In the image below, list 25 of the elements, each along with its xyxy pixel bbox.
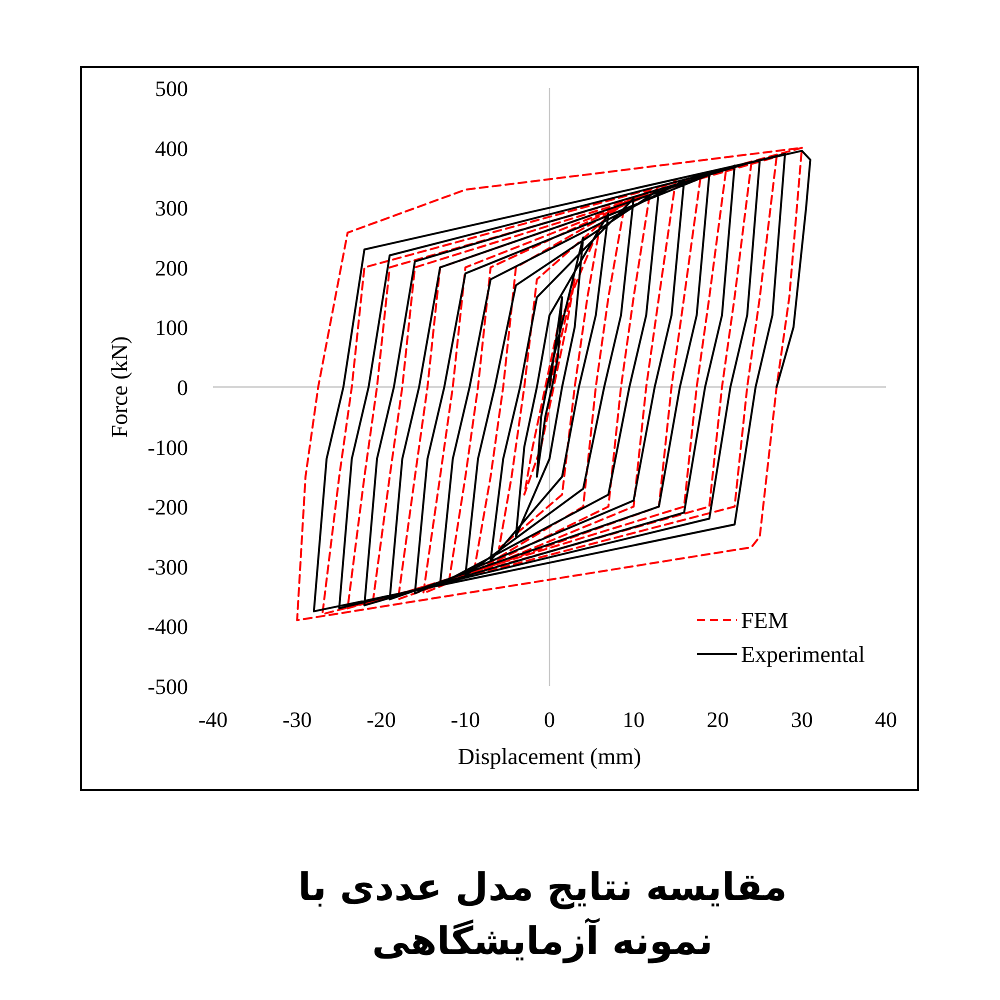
legend-label: Experimental	[741, 642, 865, 667]
y-tick-label: 400	[155, 136, 188, 161]
y-tick-label: -200	[148, 494, 188, 520]
y-tick-label: -500	[148, 674, 188, 699]
y-tick-label: 300	[155, 196, 188, 221]
y-tick-label: -300	[148, 554, 188, 580]
y-tick-label: 500	[155, 76, 188, 101]
x-tick-label: 20	[706, 707, 729, 732]
x-tick-label: -10	[450, 707, 480, 732]
x-tick-label: 30	[790, 707, 813, 732]
x-axis-title: Displacement (mm)	[458, 744, 642, 769]
y-axis-title: Force (kN)	[107, 336, 132, 438]
y-tick-label: -100	[148, 434, 188, 460]
y-tick-label: 100	[155, 315, 188, 340]
legend-label: FEM	[741, 608, 788, 633]
x-tick-label: 0	[544, 707, 555, 732]
y-tick-label: 200	[155, 255, 188, 280]
y-tick-label: 0	[177, 375, 188, 400]
x-tick-label: 40	[875, 707, 897, 732]
text: مقایسه نتایج مدل عددی با نمونه آزمایشگاهی	[297, 864, 788, 966]
y-tick-label: -400	[148, 614, 188, 640]
x-tick-label: -40	[198, 707, 228, 732]
x-tick-label: 10	[622, 707, 645, 732]
x-tick-label: -30	[282, 707, 312, 732]
x-tick-label: -20	[366, 707, 396, 732]
